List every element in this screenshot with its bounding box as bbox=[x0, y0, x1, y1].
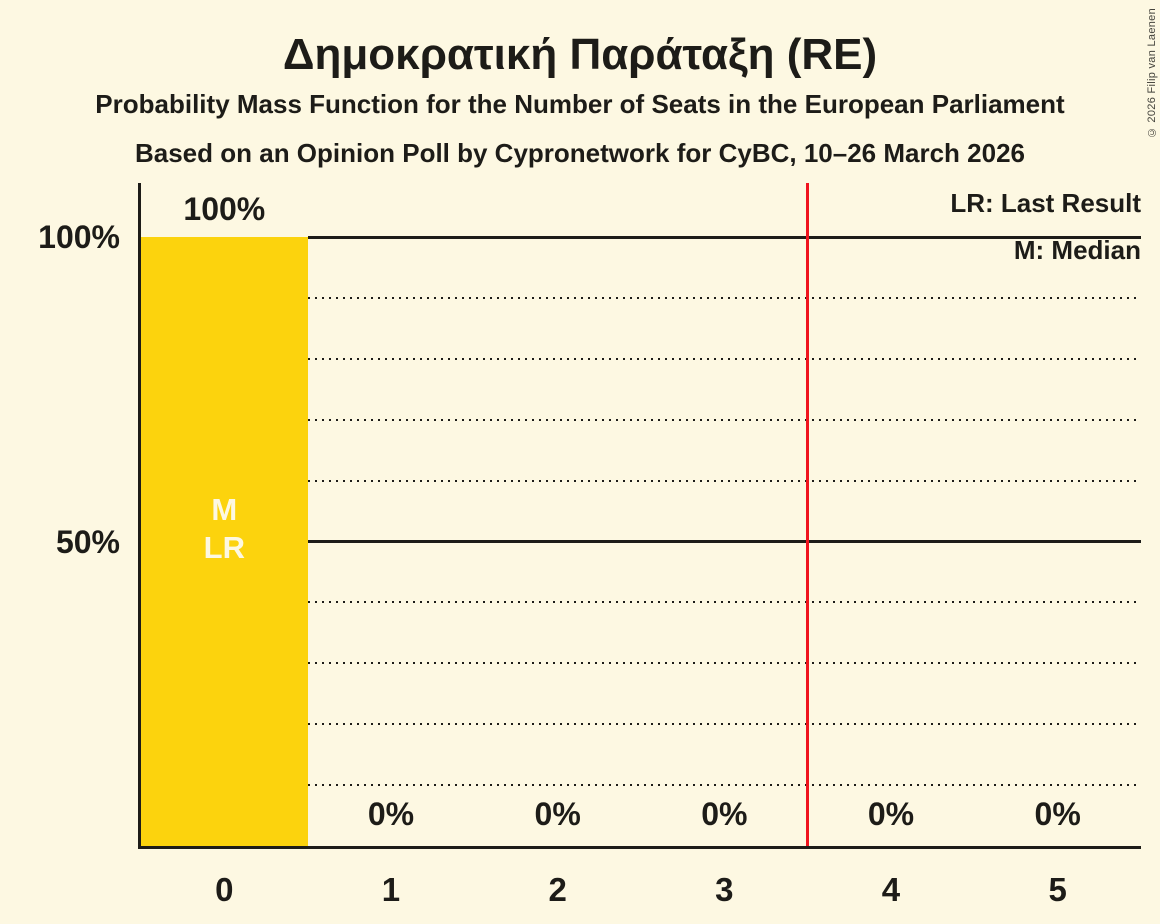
gridline-50pct bbox=[307, 540, 1141, 543]
bar-annotation-line: M bbox=[211, 492, 238, 527]
bar-annotation-line: LR bbox=[203, 530, 245, 565]
chart-legend: LR: Last Result M: Median bbox=[950, 180, 1141, 274]
bar-annotation-median-lastresult: M LR bbox=[141, 491, 308, 567]
x-tick-label-4: 4 bbox=[881, 871, 901, 908]
gridline-100pct bbox=[307, 235, 1141, 239]
bar-value-label-1: 0% bbox=[367, 796, 415, 832]
bar-value-label-3: 0% bbox=[701, 796, 748, 832]
y-tick-label-50: 50% bbox=[55, 523, 120, 560]
x-tick-label-1: 1 bbox=[381, 871, 401, 908]
gridline-10pct bbox=[307, 784, 1141, 787]
bar-value-label-0: 100% bbox=[183, 191, 266, 227]
gridline-70pct bbox=[307, 418, 1141, 421]
chart-title: Δημοκρατική Παράταξη (RE) bbox=[282, 30, 878, 79]
y-tick-label-100: 100% bbox=[38, 219, 120, 255]
legend-last-result: LR: Last Result bbox=[950, 188, 1141, 218]
x-tick-label-0: 0 bbox=[215, 871, 234, 908]
gridline-90pct bbox=[307, 296, 1141, 299]
gridline-40pct bbox=[307, 601, 1141, 604]
bar-value-label-5: 0% bbox=[1034, 796, 1081, 832]
bar-seats-0 bbox=[141, 237, 308, 846]
gridline-20pct bbox=[307, 723, 1141, 726]
bar-value-label-4: 0% bbox=[867, 796, 915, 832]
chart-subtitle: Probability Mass Function for the Number… bbox=[95, 89, 1065, 119]
plot-area: 100% 0% 0% 0% 0% 0% M LR bbox=[138, 183, 1141, 849]
bar-value-label-2: 0% bbox=[534, 796, 581, 832]
legend-median: M: Median bbox=[1013, 235, 1141, 265]
gridline-60pct bbox=[307, 479, 1141, 482]
x-tick-label-5: 5 bbox=[1048, 871, 1067, 908]
x-tick-label-2: 2 bbox=[548, 871, 567, 908]
gridline-30pct bbox=[307, 662, 1141, 665]
reference-line bbox=[806, 183, 810, 846]
x-tick-label-3: 3 bbox=[715, 871, 734, 908]
gridline-80pct bbox=[307, 357, 1141, 360]
chart-source-line: Based on an Opinion Poll by Cypronetwork… bbox=[134, 138, 1025, 168]
